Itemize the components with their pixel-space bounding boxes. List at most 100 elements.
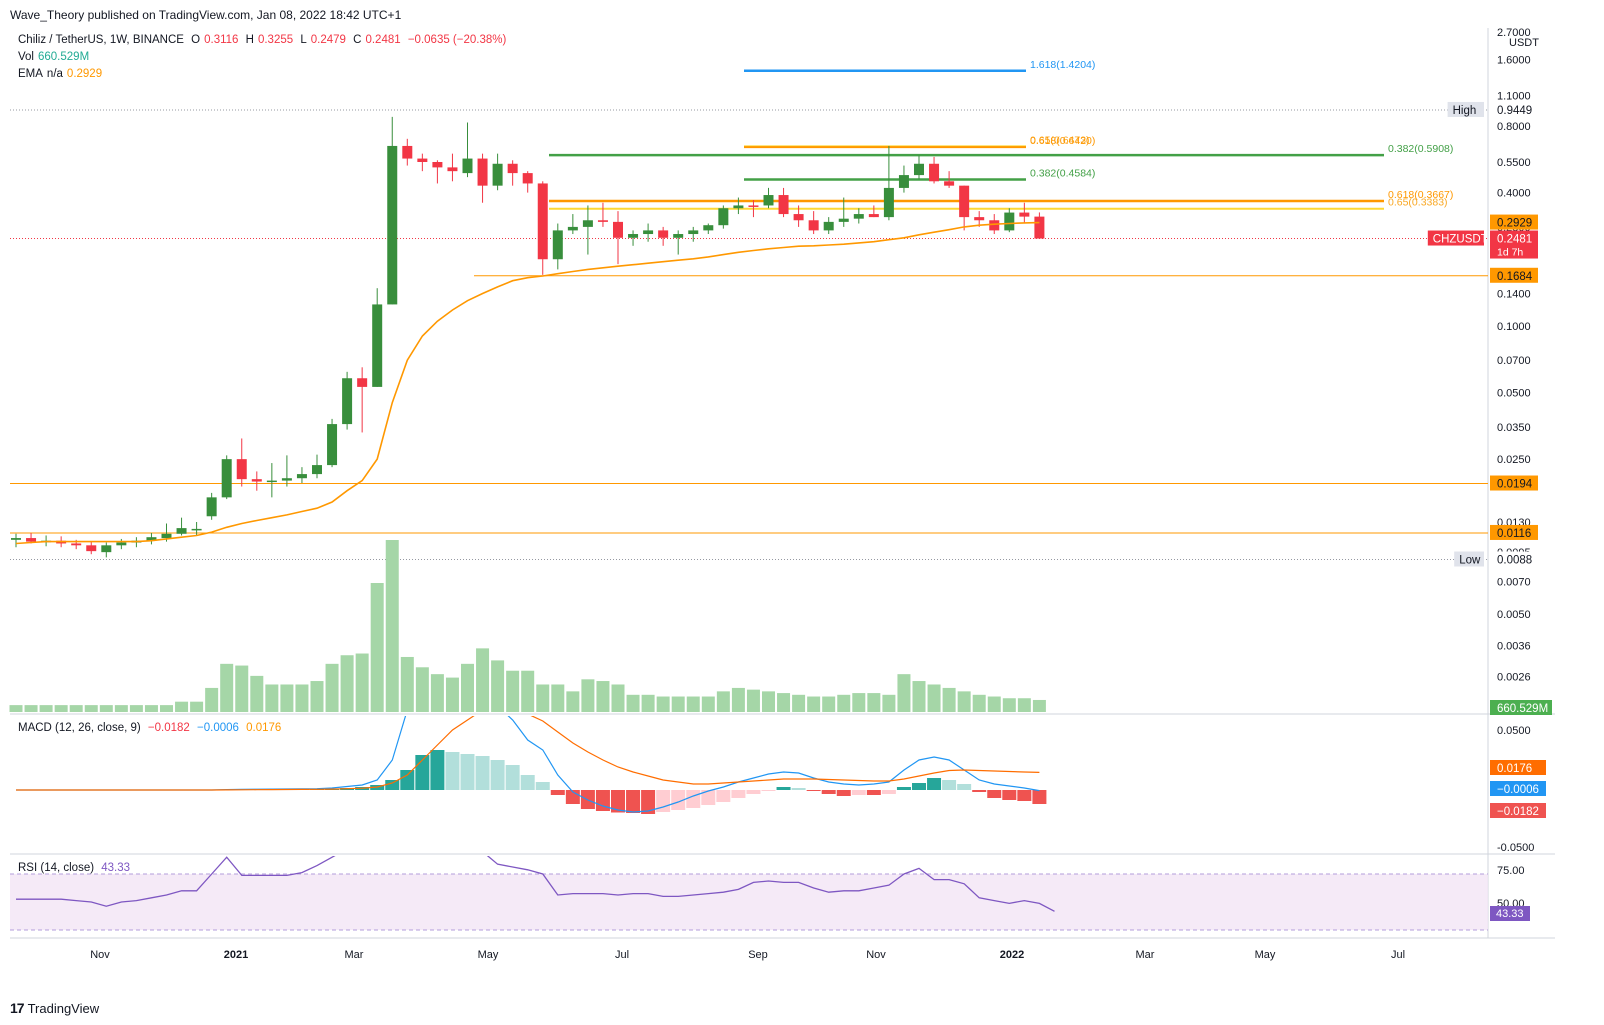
y-tick-label: 0.8000 (1497, 121, 1531, 133)
volume-bar (701, 696, 715, 712)
volume-bar (385, 540, 399, 712)
change-value: −0.0635 (−20.38%) (407, 34, 507, 46)
volume-bar (129, 705, 143, 712)
macd-hist-bar (716, 790, 731, 802)
fibonacci-label: 0.65(0.3383) (1388, 197, 1448, 209)
volume-bar (671, 696, 685, 712)
main-legend: Chiliz / TetherUS, 1W, BINANCE O 0.3116 H… (18, 34, 510, 46)
macd-label: MACD (12, 26, close, 9) (18, 722, 141, 734)
candle-body (688, 230, 699, 235)
volume-bar (716, 691, 730, 712)
price-scale-badge (1490, 267, 1538, 283)
candle-body (296, 474, 307, 479)
candle-body (116, 542, 127, 546)
macd-line (16, 716, 1040, 813)
candle-body (778, 195, 789, 215)
macd-hist-bar (475, 756, 490, 790)
macd-hist-bar (641, 790, 656, 814)
candle-body (146, 537, 157, 541)
price-tag-text: CHZUSDT (1433, 234, 1488, 246)
macd-hist-bar (535, 782, 550, 790)
candle-body (492, 163, 503, 186)
price-scale-badge (1490, 214, 1538, 230)
volume-bar (250, 675, 264, 712)
candle-body (944, 181, 955, 186)
price-scale-badge-text: 0.0088 (1497, 555, 1532, 567)
candle-body (417, 158, 428, 162)
candle-body (974, 217, 985, 221)
candle-body (703, 225, 714, 231)
candle-body (101, 545, 112, 553)
candle-body (402, 145, 413, 159)
fibonacci-label: 0.618(0.6420) (1030, 135, 1095, 147)
candle-body (86, 545, 97, 552)
macd-value-badge-text: −0.0006 (1497, 784, 1539, 796)
y-tick-label: 1.1000 (1497, 90, 1531, 102)
candle-body (597, 220, 608, 222)
candle-body (748, 205, 759, 207)
macd-hist-bar (520, 775, 535, 790)
volume-bars (9, 540, 1046, 712)
candle-body (266, 480, 277, 483)
volume-bar (762, 691, 775, 712)
volume-bar (114, 705, 128, 712)
candle-body (522, 173, 533, 184)
volume-bar (536, 684, 550, 712)
volume-bar (491, 660, 505, 712)
macd-scale-label: -0.0500 (1497, 842, 1534, 854)
volume-bar (400, 656, 414, 712)
candle-body (447, 167, 458, 172)
price-scale-badge-text: 660.529M (1497, 703, 1548, 715)
macd-hist-bar (746, 790, 761, 794)
price-scale-badge-text: 0.1684 (1497, 271, 1533, 283)
y-tick-label: 0.4000 (1497, 188, 1531, 200)
macd-hist-bar (881, 790, 896, 794)
rsi-line (16, 856, 1055, 912)
volume-bar (566, 691, 580, 712)
macd-hist-bar (806, 790, 821, 791)
volume-legend: Vol 660.529M (18, 51, 93, 63)
volume-bar (325, 663, 339, 712)
low-label: L (300, 34, 307, 46)
candle-body (763, 195, 774, 206)
rsi-value: 43.33 (101, 862, 131, 874)
open-label: O (191, 34, 201, 46)
volume-bar (160, 705, 173, 712)
ema-line (15, 221, 1040, 545)
macd-hist-bar (1017, 790, 1032, 801)
price-scale-badge (1490, 475, 1538, 491)
volume-bar (415, 667, 429, 712)
fibonacci-label: 0.382(0.5908) (1388, 143, 1453, 155)
candle-body (236, 459, 247, 480)
x-tick-label: Nov (866, 949, 886, 961)
candle-body (1019, 212, 1030, 217)
volume-bar (867, 693, 881, 712)
volume-bar (942, 687, 956, 712)
ema-length: n/a (46, 68, 63, 80)
volume-bar (807, 696, 821, 712)
price-tag-badge (1454, 551, 1484, 567)
volume-bar (340, 655, 354, 712)
candle-body (327, 424, 338, 466)
candle-body (342, 378, 353, 425)
y-tick-label: 0.0700 (1497, 355, 1531, 367)
candle-body (312, 465, 322, 475)
price-scale-badge (1490, 700, 1552, 715)
macd-hist-bar (957, 784, 972, 790)
price-scale-badge-text: 0.2929 (1497, 218, 1532, 230)
volume-bar (611, 684, 625, 712)
macd-hist-bar (490, 760, 505, 790)
macd-hist-bar (686, 790, 701, 808)
volume-bar (792, 694, 806, 712)
volume-bar (445, 677, 459, 712)
volume-bar (220, 663, 234, 712)
candle-body (658, 230, 669, 238)
macd-hist-bar (460, 754, 475, 790)
brand-label: TradingView (27, 1000, 100, 1016)
macd-hist-bar (385, 780, 400, 790)
candle-body (898, 175, 909, 188)
macd-hist-bar (731, 790, 746, 798)
candle-body (71, 543, 82, 546)
candle-body (613, 221, 623, 238)
